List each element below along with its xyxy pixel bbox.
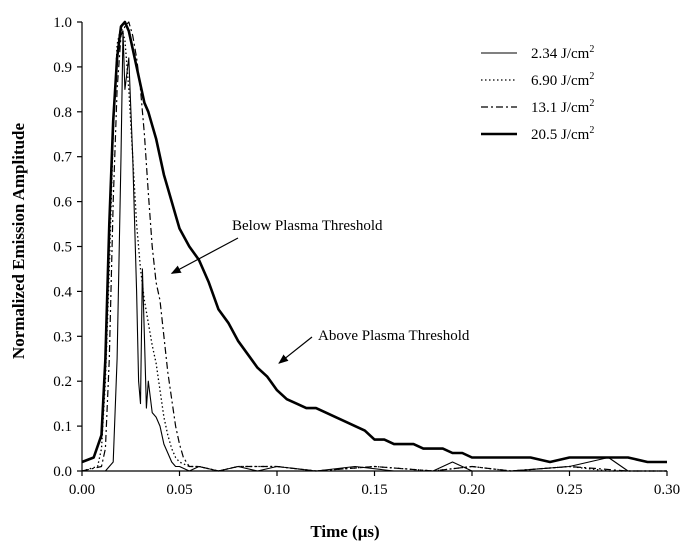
annotation-above-threshold: Above Plasma Threshold [318,328,470,344]
y-ticks: 0.0 0.1 0.2 0.3 0.4 0.5 0.6 0.7 0.8 0.9 1.0 [53,15,82,480]
x-tick-label: 0.25 [556,482,582,498]
annotations: Below Plasma Threshold Above Plasma Thre… [170,218,470,364]
annotation-below-arrow [170,237,239,274]
x-tick-label: 0.30 [654,482,680,498]
plot-axes: 0.00 0.05 0.10 0.15 0.20 0.25 0.30 0.00.10.20.… [53,15,680,498]
y-tick-label: 0.7 [53,150,72,166]
y-tick-label: 0.8 [53,105,72,121]
x-ticks: 0.00 0.05 0.10 0.15 0.20 0.25 0.30 [69,471,680,498]
annotation-above-arrow [278,336,313,364]
series-line-2 [81,25,667,472]
x-axis-title: Time (μs) [310,522,379,541]
y-tick-label: 0.2 [53,374,72,390]
y-tick-label: 0.4 [53,284,72,300]
annotation-below-threshold: Below Plasma Threshold [232,218,383,234]
y-tick-label: 0.6 [53,195,72,211]
y-tick-label: 0.9 [53,60,72,76]
series-line-1 [82,30,667,472]
x-tick-label: 0.20 [459,482,485,498]
x-tick-label: 0.15 [361,482,387,498]
legend: 2.34 J/cm2 6.90 J/cm2 13.1 J/cm2 20.5 J/cm2 [481,44,594,143]
y-tick-label: 0.0 [53,464,72,480]
legend-label-1: 2.34 J/cm2 [531,44,594,62]
legend-label-2: 6.90 J/cm2 [531,71,594,89]
legend-label-3: 13.1 J/cm2 [531,98,594,116]
series-line-4 [81,20,667,464]
y-tick-label: 1.0 [53,15,72,31]
x-tick-label: 0.10 [264,482,290,498]
series-line-3 [81,21,667,472]
x-tick-label: 0.00 [69,482,95,498]
y-tick-label: 0.3 [53,329,72,345]
y-tick-label: 0.1 [53,419,72,435]
series-layer [81,20,667,472]
y-axis-title: Normalized Emission Amplitude [9,122,28,359]
legend-label-4: 20.5 J/cm2 [531,125,594,143]
x-tick-label: 0.05 [166,482,192,498]
y-tick-label: 0.5 [53,240,72,256]
